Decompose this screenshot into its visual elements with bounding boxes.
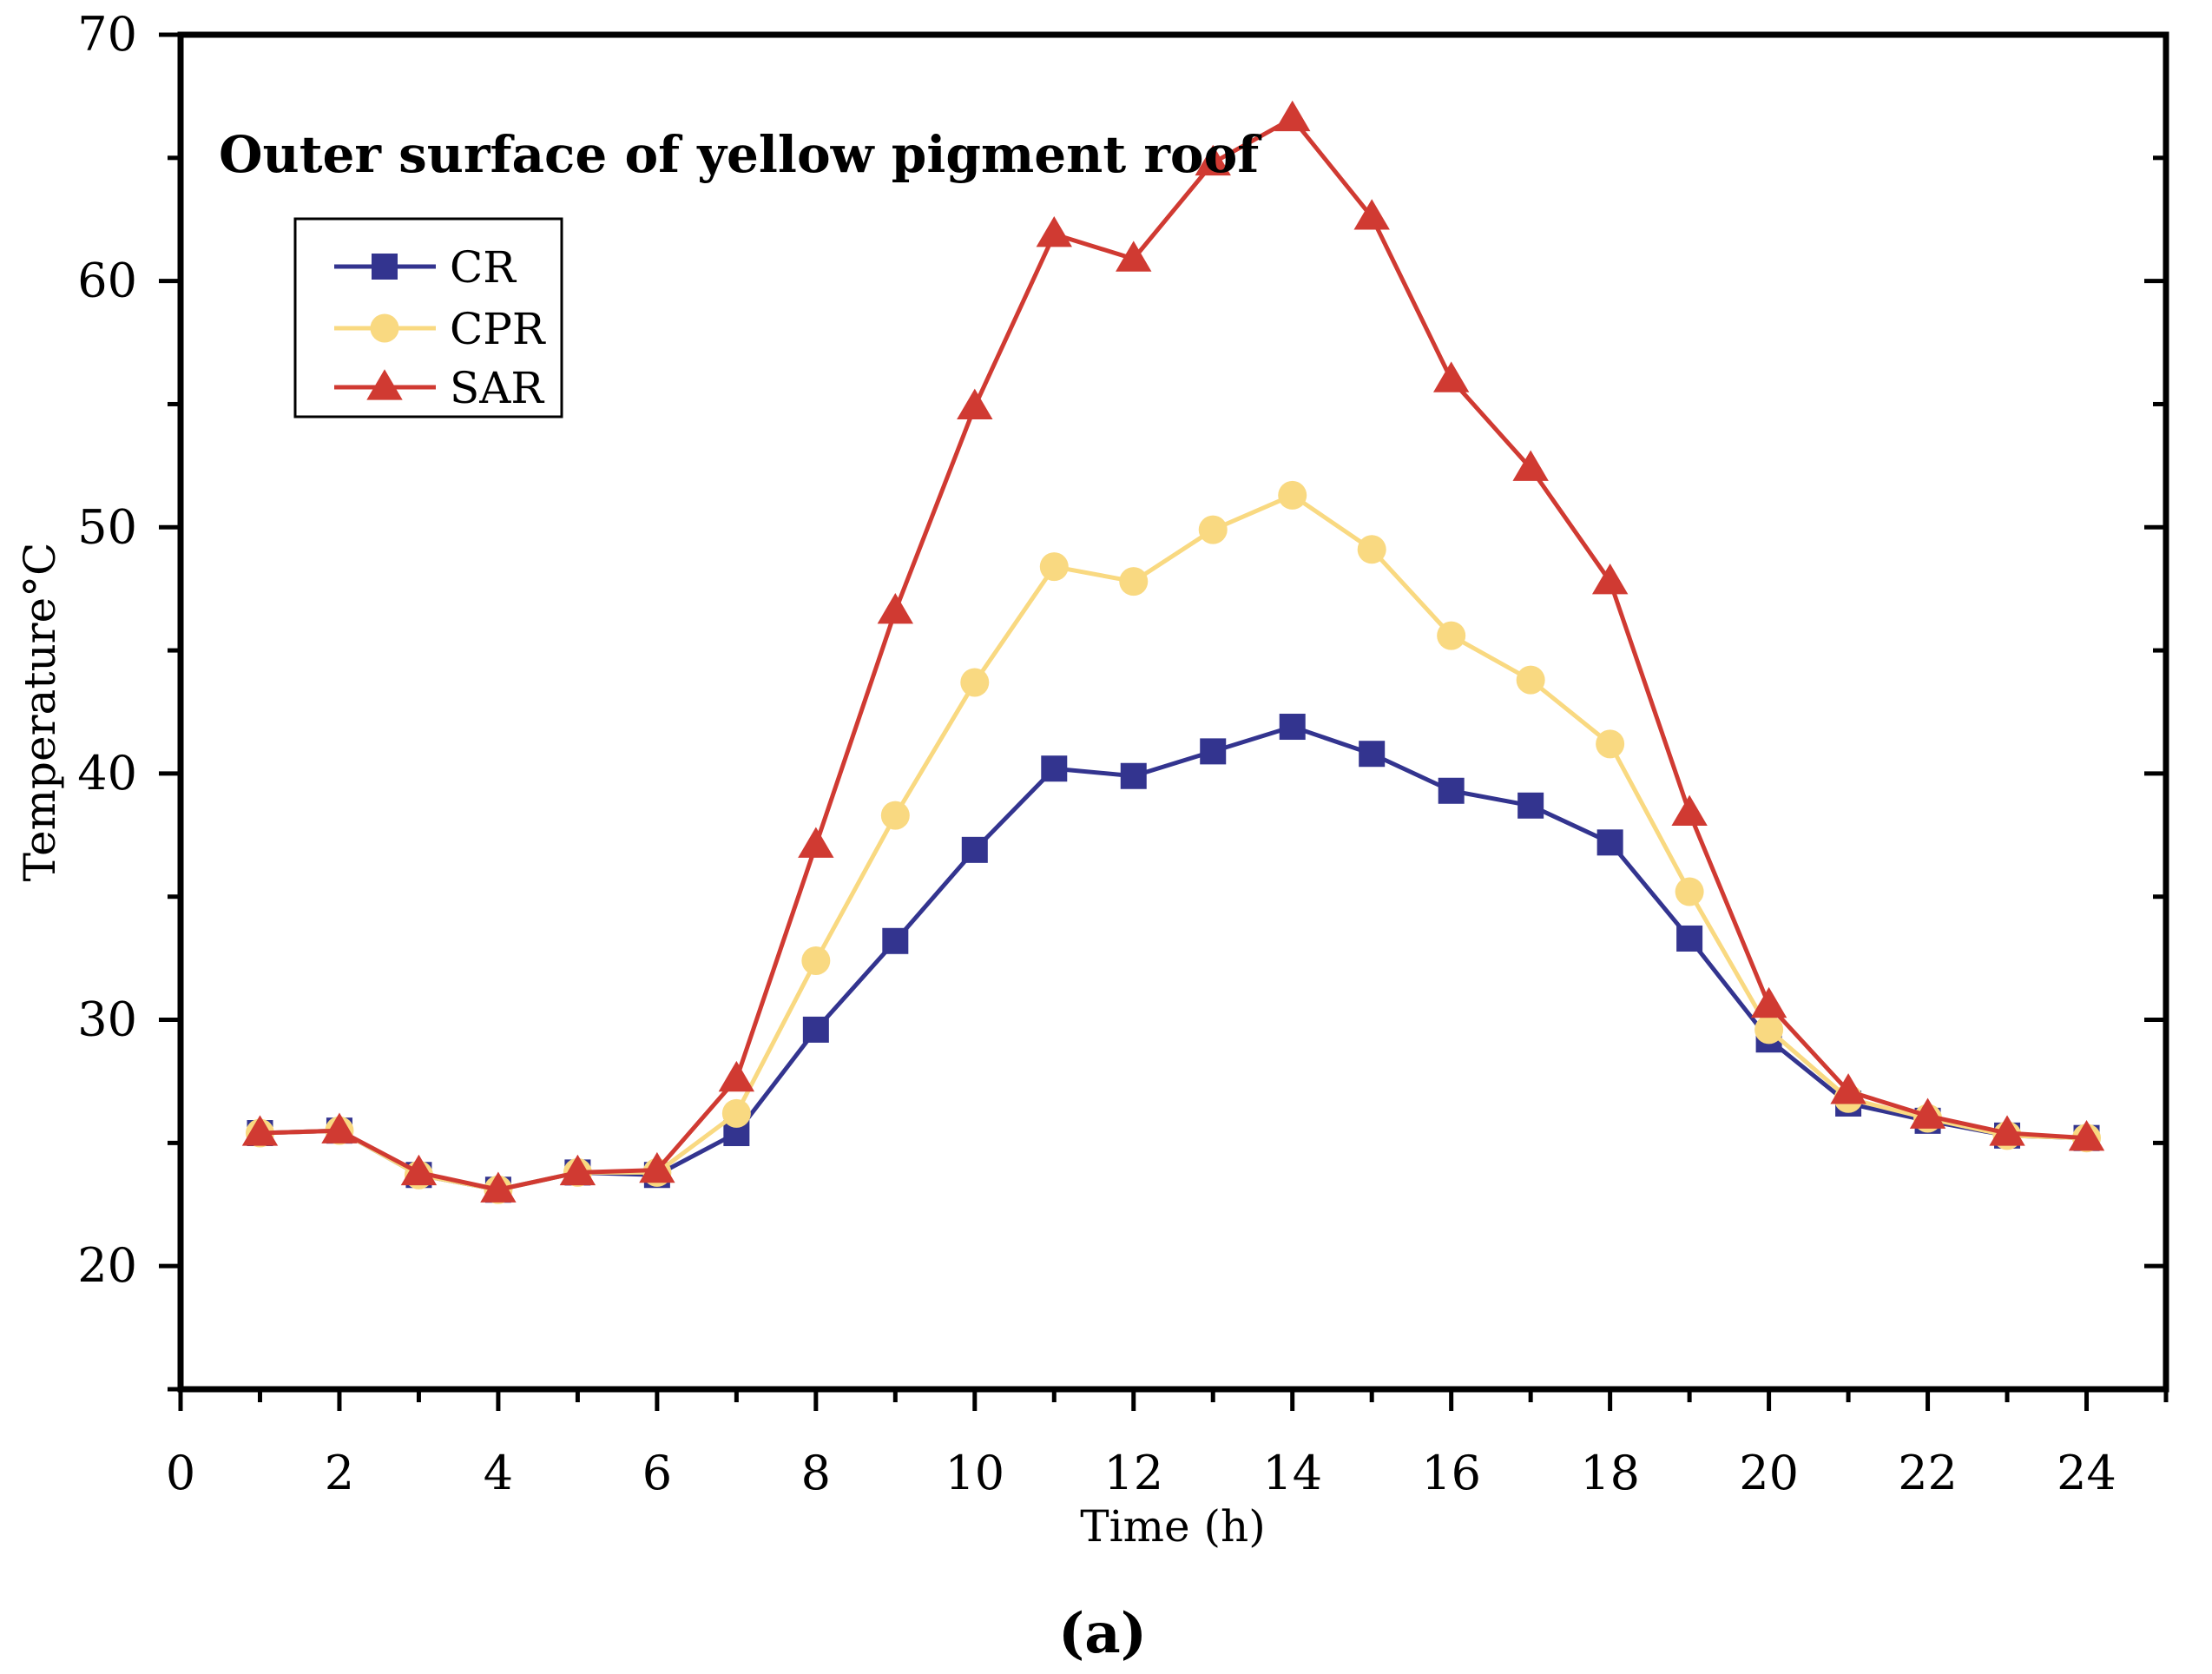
x-tick-label: 0: [166, 1446, 195, 1500]
x-tick-label: 2: [325, 1446, 354, 1500]
data-point-sar: [2068, 1119, 2105, 1151]
data-point-cr: [1200, 738, 1227, 765]
data-point-sar: [1591, 563, 1629, 595]
data-point-sar: [1432, 361, 1470, 392]
data-point-sar: [400, 1154, 438, 1186]
data-point-sar: [798, 827, 834, 858]
data-point-sar: [1512, 450, 1549, 481]
y-axis-title: Temperature°C: [15, 543, 65, 882]
legend-item-sar: SAR: [334, 363, 544, 413]
panel-label: (a): [1058, 1601, 1147, 1666]
data-point-cr: [1438, 777, 1465, 804]
legend-swatch-marker: [372, 254, 398, 280]
data-point-sar: [1830, 1073, 1866, 1104]
legend-item-cpr: CPR: [334, 304, 546, 354]
legend-swatch-marker: [370, 313, 399, 343]
series-line-sar: [260, 115, 2087, 1192]
data-point-cr: [1676, 925, 1703, 952]
data-point-cr: [961, 836, 988, 863]
y-tick-label: 70: [77, 7, 137, 62]
x-tick-label: 10: [945, 1446, 1004, 1500]
chart-title: Outer surface of yellow pigment roof: [219, 125, 1262, 184]
data-point-cpr: [1278, 480, 1307, 510]
data-point-cr: [1041, 755, 1068, 782]
data-point-sar: [877, 593, 914, 624]
data-point-sar: [559, 1154, 596, 1186]
data-point-cr: [1517, 792, 1544, 819]
x-tick-label: 20: [1739, 1446, 1799, 1500]
data-point-sar: [639, 1151, 675, 1183]
data-point-sar: [1909, 1097, 1946, 1129]
legend-label: SAR: [450, 363, 544, 413]
y-tick-label: 60: [77, 254, 137, 308]
legend-label: CR: [450, 242, 517, 293]
x-tick-label: 14: [1262, 1446, 1322, 1500]
legend-box: [293, 217, 563, 418]
data-point-cr: [802, 1016, 829, 1043]
data-point-cpr: [880, 801, 910, 830]
x-tick-label: 22: [1898, 1446, 1958, 1500]
data-point-sar: [1671, 794, 1708, 826]
x-tick-label: 12: [1103, 1446, 1163, 1500]
y-tick-label: 50: [77, 499, 137, 554]
data-point-sar: [1195, 144, 1231, 176]
data-point-sar: [1353, 199, 1390, 230]
x-axis-title: Time (h): [1080, 1501, 1265, 1552]
series-sar: [241, 100, 2105, 1203]
data-point-cpr: [1198, 515, 1228, 544]
legend-item-cr: CR: [334, 242, 517, 293]
data-point-sar: [1750, 986, 1787, 1018]
legend-swatch-marker: [366, 369, 403, 400]
data-point-cpr: [960, 668, 990, 697]
data-point-sar: [1274, 100, 1311, 132]
y-tick-label: 20: [77, 1238, 137, 1293]
data-point-cpr: [721, 1098, 751, 1128]
x-tick-label: 24: [2057, 1446, 2117, 1500]
data-point-cpr: [1516, 665, 1545, 695]
data-point-cpr: [1437, 621, 1466, 650]
y-axis-title-text: Temperature: [15, 597, 65, 882]
data-point-cr: [1359, 741, 1386, 768]
x-tick-label: 4: [484, 1446, 513, 1500]
x-tick-label: 16: [1421, 1446, 1481, 1500]
data-point-cr: [1279, 714, 1306, 741]
legend-label: CPR: [450, 304, 546, 354]
data-point-sar: [480, 1171, 517, 1203]
data-point-cpr: [1675, 877, 1704, 906]
y-axis-title-unit: °C: [15, 543, 65, 597]
data-point-cpr: [1596, 729, 1625, 759]
data-point-sar: [957, 388, 993, 419]
data-point-cpr: [801, 946, 831, 975]
legend: CR CPR SAR: [293, 217, 563, 418]
x-tick-label: 6: [642, 1446, 672, 1500]
data-point-sar: [241, 1115, 279, 1146]
x-tick-label: 8: [801, 1446, 831, 1500]
series-layer: [241, 100, 2105, 1204]
plot-frame: [177, 31, 2169, 1393]
data-point-sar: [321, 1112, 358, 1143]
data-point-sar: [718, 1060, 755, 1092]
data-point-sar: [1036, 216, 1072, 247]
data-point-cpr: [1119, 567, 1149, 596]
data-point-cr: [1596, 829, 1623, 856]
y-tick-label: 30: [77, 992, 137, 1047]
data-point-cpr: [1754, 1015, 1784, 1045]
x-tick-label: 18: [1580, 1446, 1640, 1500]
data-point-cr: [1120, 762, 1147, 789]
data-point-sar: [1989, 1115, 2025, 1146]
data-point-cpr: [1039, 552, 1069, 582]
data-point-cpr: [1357, 535, 1386, 564]
y-tick-label: 40: [77, 746, 137, 801]
data-point-sar: [1116, 241, 1152, 272]
data-point-cr: [882, 927, 909, 954]
